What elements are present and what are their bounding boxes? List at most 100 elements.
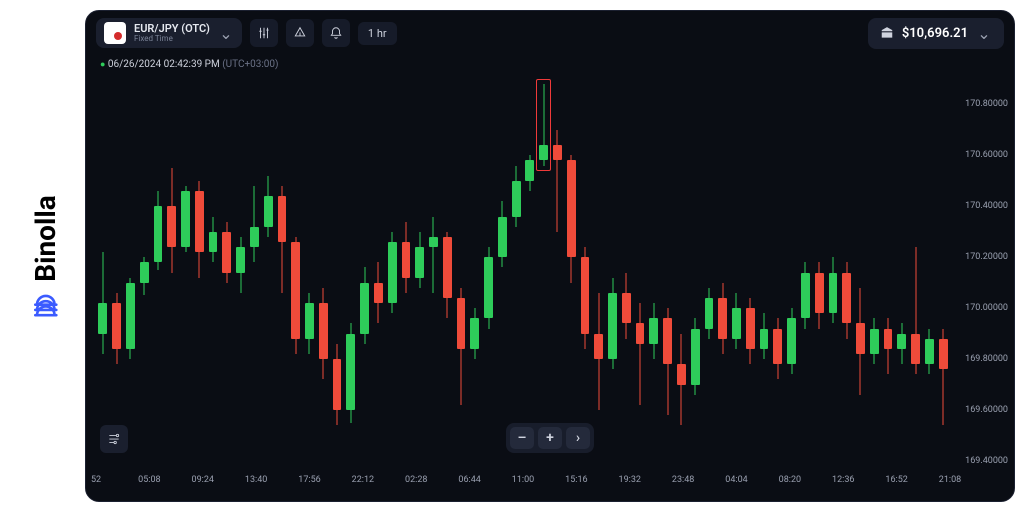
candle: [484, 79, 493, 461]
candle: [209, 79, 218, 461]
x-tick-label: 02:28: [405, 475, 427, 485]
brand: Binolla: [20, 0, 70, 512]
alerts-button[interactable]: [322, 19, 350, 47]
y-axis: 169.40000169.60000169.80000170.00000170.…: [950, 79, 1014, 461]
y-tick-label: 170.00000: [965, 303, 1008, 313]
candle: [278, 79, 287, 461]
candle: [787, 79, 796, 461]
scroll-next-button[interactable]: ›: [566, 427, 590, 449]
timestamp-tz: (UTC+03:00): [222, 59, 278, 70]
candle: [718, 79, 727, 461]
chevron-down-icon: ⌄: [218, 24, 234, 43]
candle: [305, 79, 314, 461]
x-tick-label: 04:04: [725, 475, 747, 485]
candle: [649, 79, 658, 461]
balance-value: $10,696.21: [902, 26, 968, 41]
x-tick-label: 11:00: [512, 475, 534, 485]
x-tick-label: 17:56: [298, 475, 320, 485]
candle: [829, 79, 838, 461]
x-tick-label: 22:12: [352, 475, 374, 485]
candle: [388, 79, 397, 461]
candle: [705, 79, 714, 461]
candle: [154, 79, 163, 461]
candle: [457, 79, 466, 461]
candlestick-chart[interactable]: [96, 79, 950, 461]
timestamp: ● 06/26/2024 02:42:39 PM (UTC+03:00): [100, 59, 279, 70]
candle: [360, 79, 369, 461]
candle: [525, 79, 534, 461]
candle: [760, 79, 769, 461]
x-tick-label: 08:20: [779, 475, 801, 485]
candle: [429, 79, 438, 461]
candle: [512, 79, 521, 461]
brand-name: Binolla: [29, 195, 62, 282]
chart-panel: EUR/JPY (OTC) Fixed Time ⌄ 1 hr $10,696.…: [85, 10, 1015, 502]
candle: [319, 79, 328, 461]
candle: [236, 79, 245, 461]
candle: [773, 79, 782, 461]
x-tick-label: 06:44: [458, 475, 480, 485]
x-tick-label: 13:40: [245, 475, 267, 485]
candle: [126, 79, 135, 461]
candle: [112, 79, 121, 461]
candle: [402, 79, 411, 461]
candle: [815, 79, 824, 461]
candle: [443, 79, 452, 461]
y-tick-label: 170.80000: [965, 99, 1008, 109]
topbar: EUR/JPY (OTC) Fixed Time ⌄ 1 hr $10,696.…: [86, 11, 1014, 55]
candle: [498, 79, 507, 461]
balance-dropdown[interactable]: $10,696.21 ⌄: [868, 18, 1004, 49]
y-tick-label: 169.80000: [965, 354, 1008, 364]
candle: [636, 79, 645, 461]
timestamp-date: 06/26/2024: [108, 59, 161, 70]
candle: [140, 79, 149, 461]
x-tick-label: 16:52: [885, 475, 907, 485]
candle: [333, 79, 342, 461]
y-tick-label: 169.60000: [965, 405, 1008, 415]
candle: [346, 79, 355, 461]
candle: [870, 79, 879, 461]
y-tick-label: 169.40000: [965, 456, 1008, 466]
candle: [581, 79, 590, 461]
y-tick-label: 170.20000: [965, 252, 1008, 262]
candle: [222, 79, 231, 461]
candle: [98, 79, 107, 461]
indicators-button[interactable]: [250, 19, 278, 47]
y-tick-label: 170.60000: [965, 150, 1008, 160]
x-tick-label: 09:24: [192, 475, 214, 485]
candle: [470, 79, 479, 461]
chevron-down-icon: ⌄: [976, 24, 992, 43]
chart-settings-button[interactable]: [100, 425, 128, 453]
candle: [250, 79, 259, 461]
x-tick-label: 15:16: [565, 475, 587, 485]
drawing-tools-button[interactable]: [286, 19, 314, 47]
candle: [911, 79, 920, 461]
wallet-icon: [880, 26, 894, 40]
candle: [663, 79, 672, 461]
candle: [594, 79, 603, 461]
candle: [939, 79, 948, 461]
x-tick-label: 52: [91, 475, 101, 485]
symbol-selector[interactable]: EUR/JPY (OTC) Fixed Time ⌄: [96, 18, 242, 48]
candle: [415, 79, 424, 461]
zoom-out-button[interactable]: –: [510, 427, 534, 449]
candle: [181, 79, 190, 461]
x-tick-label: 21:08: [939, 475, 961, 485]
timeframe-selector[interactable]: 1 hr: [358, 22, 397, 45]
x-tick-label: 05:08: [138, 475, 160, 485]
candle: [925, 79, 934, 461]
candle: [842, 79, 851, 461]
candle: [291, 79, 300, 461]
y-tick-label: 170.40000: [965, 201, 1008, 211]
x-tick-label: 19:32: [619, 475, 641, 485]
candle: [677, 79, 686, 461]
zoom-in-button[interactable]: +: [538, 427, 562, 449]
candle: [608, 79, 617, 461]
brand-logo-icon: [31, 289, 59, 317]
pair-symbol: EUR/JPY (OTC): [134, 23, 210, 35]
candle: [856, 79, 865, 461]
candle: [732, 79, 741, 461]
pair-subtype: Fixed Time: [134, 35, 210, 44]
candle: [746, 79, 755, 461]
candle: [622, 79, 631, 461]
